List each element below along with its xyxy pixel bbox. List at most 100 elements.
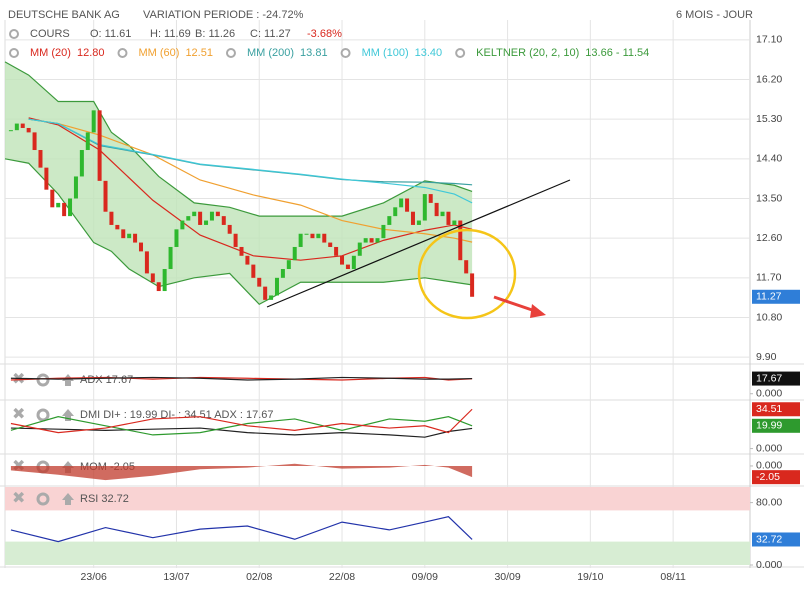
moving-average <box>28 117 473 261</box>
candle <box>399 198 404 208</box>
candle <box>156 282 161 292</box>
quote-change: -3.68% <box>307 28 342 40</box>
quote-low: B: 11.26 <box>195 28 235 40</box>
candle <box>204 220 209 225</box>
candle <box>416 220 421 225</box>
gear-icon[interactable] <box>9 29 19 39</box>
y-tick-label: 9.90 <box>756 351 777 363</box>
gear-icon[interactable] <box>340 48 351 58</box>
value-box-label: 17.67 <box>756 372 782 384</box>
gear-icon[interactable] <box>117 48 128 58</box>
candle <box>363 238 368 243</box>
candle <box>387 216 392 225</box>
y-tick-label: 0.000 <box>756 442 782 454</box>
keltner-fill <box>5 61 473 305</box>
legend-value: 13.66 - 11.54 <box>585 47 649 59</box>
candle <box>239 246 244 256</box>
candle <box>434 202 439 217</box>
value-box-label: 11.27 <box>756 291 782 303</box>
gear-icon[interactable] <box>36 373 50 387</box>
move-icon[interactable] <box>62 493 74 505</box>
annotations <box>266 179 571 320</box>
value-box-label: -2.05 <box>756 471 780 483</box>
period: 6 MOIS - JOUR <box>676 9 753 21</box>
subtitle: VARIATION PERIODE : -24.72% <box>143 9 304 21</box>
panel-label: DMI DI+ : 19.99 DI- : 34.51 ADX : 17.67 <box>80 409 274 421</box>
candle <box>334 246 339 256</box>
candle <box>150 273 155 283</box>
candle <box>79 150 84 177</box>
candle <box>138 242 143 252</box>
candle <box>274 277 279 296</box>
candle <box>8 130 13 132</box>
arrow-shaft <box>493 295 539 314</box>
close-icon[interactable]: ✖ <box>12 490 25 507</box>
candle <box>50 189 55 208</box>
quote-high: H: 11.69 <box>150 28 191 40</box>
candle <box>263 286 268 300</box>
candle <box>357 242 362 256</box>
x-tick-label: 23/06 <box>81 571 107 583</box>
candle <box>68 198 73 217</box>
candle <box>428 194 433 203</box>
candle <box>186 216 191 221</box>
zone-band <box>5 487 750 511</box>
area <box>10 463 473 481</box>
gear-icon[interactable] <box>36 408 50 422</box>
candle <box>304 233 309 235</box>
candle <box>393 207 398 217</box>
candle <box>458 220 463 261</box>
candle <box>62 202 67 217</box>
zone-band <box>5 541 750 565</box>
value-box <box>752 402 800 417</box>
trend-line <box>266 179 571 308</box>
candle <box>180 220 185 230</box>
x-tick-label: 08/11 <box>660 571 686 583</box>
candle <box>73 176 78 199</box>
candle <box>97 110 102 181</box>
move-icon[interactable] <box>62 374 74 386</box>
gear-icon[interactable] <box>225 48 236 58</box>
candle <box>162 269 167 292</box>
legend-value: 12.51 <box>185 47 213 59</box>
legend-label: MM (60) <box>138 47 179 59</box>
candle <box>192 211 197 217</box>
candle <box>369 238 374 243</box>
keltner-upper <box>4 61 473 217</box>
legend-label: KELTNER (20, 2, 10) <box>476 47 579 59</box>
candle <box>470 273 475 297</box>
gear-icon[interactable] <box>9 48 19 58</box>
candle <box>198 211 203 225</box>
candle <box>215 211 220 217</box>
candle <box>310 233 315 239</box>
candle <box>269 295 274 300</box>
y-tick-label: 11.70 <box>756 272 782 284</box>
arrow-head <box>530 304 546 318</box>
moving-average <box>28 118 473 243</box>
x-tick-label: 13/07 <box>163 571 189 583</box>
candle <box>233 233 238 247</box>
indicator-line <box>10 515 473 543</box>
candle <box>26 127 31 133</box>
candle <box>168 246 173 270</box>
gear-icon[interactable] <box>36 492 50 506</box>
y-tick-label: 14.40 <box>756 153 782 165</box>
y-tick-label: 15.30 <box>756 113 782 125</box>
value-box <box>752 289 800 304</box>
close-icon[interactable]: ✖ <box>12 406 25 423</box>
x-tick-label: 09/09 <box>412 571 438 583</box>
indicator-line <box>10 427 473 438</box>
value-box <box>752 470 800 485</box>
keltner-lower <box>4 158 473 306</box>
candle <box>375 238 380 243</box>
x-tick-label: 19/10 <box>577 571 603 583</box>
legend-label: MM (20) <box>30 47 71 59</box>
gear-icon[interactable] <box>455 48 466 58</box>
candle <box>85 132 90 151</box>
candle <box>103 180 108 212</box>
candle <box>245 255 250 265</box>
moving-average <box>28 118 473 204</box>
candle <box>345 264 350 270</box>
x-tick-label: 22/08 <box>329 571 355 583</box>
